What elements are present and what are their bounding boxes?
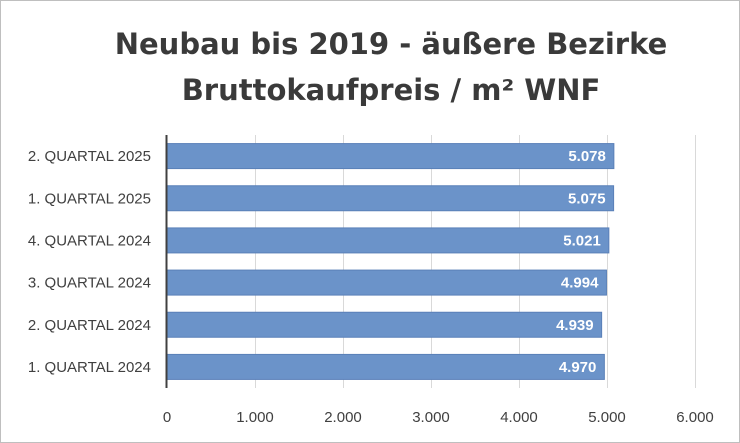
bar <box>166 353 605 380</box>
x-tick-label: 5.000 <box>588 409 626 426</box>
bar-value-label: 4.994 <box>561 275 599 292</box>
bar-value-label: 5.075 <box>568 190 606 207</box>
x-tick-label: 0 <box>163 409 171 426</box>
category-label: 1. QUARTAL 2024 <box>28 359 151 376</box>
x-tick-label: 3.000 <box>412 409 450 426</box>
category-label: 3. QUARTAL 2024 <box>28 275 151 292</box>
bar-value-label: 4.939 <box>556 317 594 334</box>
category-label: 1. QUARTAL 2025 <box>28 190 151 207</box>
x-tick-label: 6.000 <box>676 409 714 426</box>
bar <box>166 185 615 212</box>
category-label: 2. QUARTAL 2025 <box>28 148 151 165</box>
x-tick-label: 1.000 <box>236 409 274 426</box>
bar <box>166 311 603 338</box>
bar-value-label: 5.021 <box>563 232 601 249</box>
bar-value-label: 5.078 <box>568 148 606 165</box>
x-tick-label: 2.000 <box>324 409 362 426</box>
category-label: 4. QUARTAL 2024 <box>28 232 151 249</box>
bar <box>166 143 615 170</box>
chart-title-line-1: Neubau bis 2019 - äußere Bezirke <box>114 27 668 61</box>
bar <box>166 227 610 254</box>
category-label: 2. QUARTAL 2024 <box>28 317 151 334</box>
chart-title-line-2: Bruttokaufpreis / m² WNF <box>181 73 601 107</box>
chart-title: Neubau bis 2019 - äußere Bezirke Bruttok… <box>61 21 721 113</box>
bar <box>166 269 607 296</box>
bar-value-label: 4.970 <box>559 359 597 376</box>
x-tick-label: 4.000 <box>500 409 538 426</box>
